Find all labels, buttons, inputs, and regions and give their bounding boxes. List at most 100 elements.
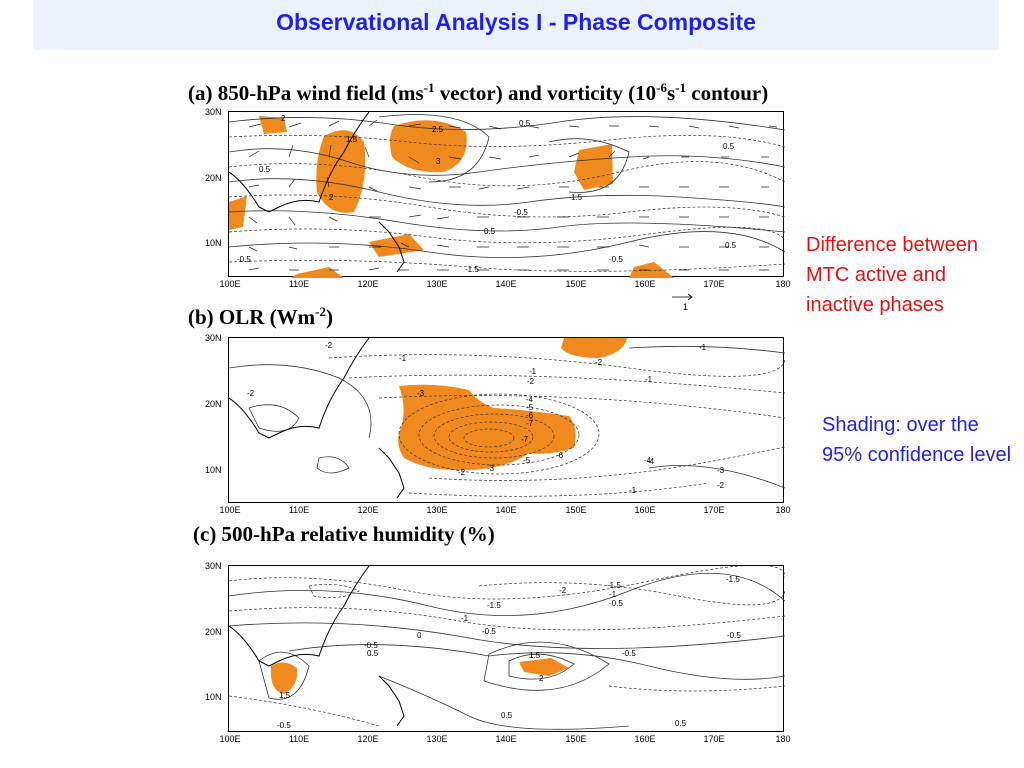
map-panel-a: 2 1.5 0.5 2.5 3 1.5 0.5 -0.5 0.5 -0.5 0.… bbox=[228, 111, 785, 278]
lat-label: 20N bbox=[205, 627, 222, 637]
shading-region bbox=[316, 130, 366, 213]
contour-label: -2 bbox=[595, 358, 603, 367]
contour-label: 2 bbox=[329, 193, 334, 202]
lon-label: 180 bbox=[775, 505, 791, 515]
contour-label: -0.5 bbox=[609, 599, 623, 608]
contour-label: 1.5 bbox=[346, 135, 358, 144]
contour-label: 0.5 bbox=[519, 119, 531, 128]
page-title: Observational Analysis I - Phase Composi… bbox=[276, 9, 756, 35]
caption-b-text-1: (b) OLR (Wm bbox=[188, 305, 316, 329]
contour-label: -1.5 bbox=[726, 575, 740, 584]
lat-label: 30N bbox=[205, 333, 222, 343]
lon-label: 130E bbox=[426, 279, 448, 289]
caption-panel-b: (b) OLR (Wm-2) bbox=[188, 304, 333, 330]
shading-region bbox=[291, 267, 344, 278]
contour-label: -1.5 bbox=[487, 601, 501, 610]
lon-label: 110E bbox=[288, 505, 310, 515]
contour-label: -2 bbox=[559, 586, 567, 595]
lon-label: 120E bbox=[357, 734, 379, 744]
shading-region bbox=[629, 262, 674, 278]
contour-label: -3 bbox=[487, 464, 495, 473]
caption-panel-c: (c) 500-hPa relative humidity (%) bbox=[193, 522, 495, 547]
caption-a-text-3: s bbox=[666, 81, 676, 105]
lon-label: 150E bbox=[565, 505, 587, 515]
contour-label: -1 bbox=[461, 614, 469, 623]
lon-label: 140E bbox=[495, 734, 517, 744]
contour-label: -0.5 bbox=[237, 255, 251, 264]
contour-label: -2 bbox=[527, 377, 535, 386]
contour-label: 0 bbox=[417, 631, 422, 640]
contour-label: -4 bbox=[526, 395, 534, 404]
relative-humidity-map: -1.5 -2 -1.5 -1 -0.5 -1 0 -0.5 -0.5 0.5 … bbox=[229, 566, 785, 730]
contour-label: -6 bbox=[556, 451, 564, 460]
shading-region bbox=[369, 234, 424, 257]
contour-label: -1.5 bbox=[607, 581, 621, 590]
map-panel-c: -1.5 -2 -1.5 -1 -0.5 -1 0 -0.5 -0.5 0.5 … bbox=[228, 565, 785, 732]
lon-label: 180 bbox=[775, 279, 791, 289]
contour-label: -2 bbox=[717, 481, 725, 490]
contour-label: -5 bbox=[523, 456, 531, 465]
contour-label: -4 bbox=[647, 457, 655, 466]
contour-label: -7 bbox=[526, 419, 534, 428]
contour-label: 1.5 bbox=[529, 651, 541, 660]
caption-a-text-2: vector) and vorticity (10 bbox=[434, 81, 657, 105]
shading-region bbox=[270, 662, 298, 694]
lon-label: 100E bbox=[219, 734, 241, 744]
lon-label: 170E bbox=[703, 734, 725, 744]
contour-label: 2 bbox=[539, 674, 544, 683]
shading-note: Shading: over the 95% confidence level bbox=[822, 414, 1012, 466]
contour-label: -1 bbox=[699, 343, 707, 352]
coastline bbox=[378, 447, 405, 499]
wind-vectors bbox=[248, 119, 778, 271]
difference-note: Difference between MTC active and inacti… bbox=[806, 234, 978, 316]
lon-label: 100E bbox=[219, 505, 241, 515]
contour-label: 1.5 bbox=[571, 193, 583, 202]
lon-label: 110E bbox=[288, 279, 310, 289]
contour-label: -1.5 bbox=[465, 265, 479, 274]
contour-label: -1 bbox=[399, 354, 407, 363]
lon-label: 160E bbox=[634, 734, 656, 744]
caption-c-text: (c) 500-hPa relative humidity (%) bbox=[193, 522, 495, 546]
contour-label: 0.5 bbox=[259, 165, 271, 174]
lon-label: 150E bbox=[565, 734, 587, 744]
title-bar: Observational Analysis I - Phase Composi… bbox=[33, 0, 999, 50]
lon-label: 150E bbox=[565, 279, 587, 289]
lon-label: 140E bbox=[495, 279, 517, 289]
contour-label: -4 bbox=[644, 456, 652, 465]
contour-label: 1.5 bbox=[279, 691, 291, 700]
lon-label: 100E bbox=[219, 279, 241, 289]
lon-label: 160E bbox=[634, 505, 656, 515]
contour-label: -3 bbox=[417, 389, 425, 398]
contour-label: 0.5 bbox=[675, 719, 687, 728]
coastline bbox=[229, 338, 370, 439]
contour-label: 0.5 bbox=[484, 227, 496, 236]
contour-label: -0.5 bbox=[514, 208, 528, 217]
coastline bbox=[229, 566, 370, 667]
contour-label: -0.5 bbox=[482, 627, 496, 636]
lat-label: 30N bbox=[205, 107, 222, 117]
lon-label: 110E bbox=[288, 734, 310, 744]
lon-label: 120E bbox=[357, 279, 379, 289]
lat-label: 10N bbox=[205, 238, 222, 248]
shading-region bbox=[259, 116, 287, 134]
contour-label: -0.5 bbox=[727, 631, 741, 640]
reference-vector-label: 1 bbox=[683, 302, 689, 312]
lat-label: 10N bbox=[205, 692, 222, 702]
contour-label: -1 bbox=[609, 590, 617, 599]
contour-label: 0.5 bbox=[367, 649, 379, 658]
lon-label: 140E bbox=[495, 505, 517, 515]
contour-label: -7 bbox=[521, 435, 529, 444]
caption-panel-a: (a) 850-hPa wind field (ms-1 vector) and… bbox=[188, 80, 768, 106]
caption-a-text-1: (a) 850-hPa wind field (ms bbox=[188, 81, 424, 105]
shading-region bbox=[574, 144, 613, 190]
shading-region bbox=[519, 658, 569, 676]
lon-label: 160E bbox=[634, 279, 656, 289]
contour-label: -0.5 bbox=[609, 255, 623, 264]
contour-label: 0.5 bbox=[725, 241, 737, 250]
contour-label: -1 bbox=[529, 367, 537, 376]
reference-vector-icon bbox=[672, 293, 693, 301]
coastline bbox=[378, 221, 405, 273]
shading-region bbox=[561, 338, 627, 358]
lon-label: 130E bbox=[426, 734, 448, 744]
lat-label: 10N bbox=[205, 465, 222, 475]
